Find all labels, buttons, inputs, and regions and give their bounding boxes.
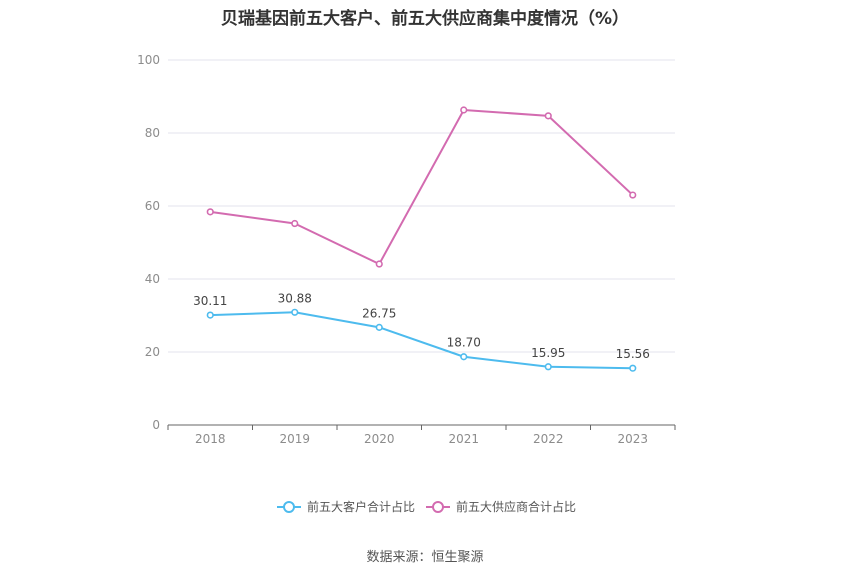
y-tick-label: 40 — [145, 272, 160, 286]
data-point — [629, 191, 637, 199]
x-tick-label: 2022 — [533, 432, 564, 446]
data-point — [375, 323, 383, 331]
legend-item-0: 前五大客户合计占比 — [277, 499, 415, 514]
series-layer — [206, 106, 637, 372]
legend-label: 前五大供应商合计占比 — [456, 499, 576, 514]
data-point — [291, 308, 299, 316]
data-point — [544, 363, 552, 371]
data-point — [629, 364, 637, 372]
y-tick-label: 100 — [137, 53, 160, 67]
legend-label: 前五大客户合计占比 — [307, 499, 415, 514]
data-label: 26.75 — [362, 306, 396, 320]
legend: 前五大客户合计占比 前五大供应商合计占比 — [277, 499, 576, 514]
data-point — [206, 311, 214, 319]
data-point — [375, 260, 383, 268]
data-point — [291, 219, 299, 228]
data-label: 15.95 — [531, 346, 565, 360]
chart-title: 贝瑞基因前五大客户、前五大供应商集中度情况（%） — [220, 9, 630, 29]
gridlines — [168, 59, 675, 353]
legend-item-1: 前五大供应商合计占比 — [426, 499, 576, 514]
x-tick-label: 2020 — [364, 432, 395, 446]
y-tick-label: 80 — [145, 126, 160, 140]
data-label: 15.56 — [616, 347, 650, 361]
data-label: 30.88 — [278, 291, 312, 305]
data-labels: 30.11 30.88 26.75 18.70 15.95 15.56 — [193, 291, 650, 361]
data-point — [460, 353, 468, 361]
legend-marker — [432, 501, 444, 513]
source-note: 数据来源：恒生聚源 — [366, 550, 484, 565]
series-line-1 — [210, 109, 634, 266]
y-tick-label: 60 — [145, 199, 160, 213]
y-tick-label: 20 — [145, 345, 160, 359]
x-tick-label: 2023 — [617, 432, 648, 446]
data-label: 18.70 — [447, 336, 481, 350]
y-tick-label: 0 — [152, 418, 160, 432]
data-point — [544, 112, 552, 120]
data-point — [460, 106, 468, 114]
x-axis: 2018 2019 2020 2021 2022 2023 — [167, 424, 676, 446]
x-tick-label: 2018 — [195, 432, 226, 446]
data-point — [206, 208, 214, 216]
data-label: 30.11 — [193, 294, 227, 308]
series-line-0 — [210, 311, 633, 370]
x-tick-label: 2019 — [279, 432, 310, 446]
y-axis-ticks: 0 20 40 60 80 100 — [137, 53, 160, 432]
x-tick-label: 2021 — [448, 432, 479, 446]
legend-marker — [283, 501, 295, 513]
